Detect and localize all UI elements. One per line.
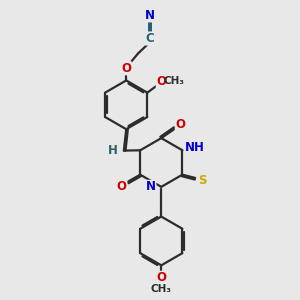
Text: O: O [156, 271, 166, 284]
Text: O: O [175, 118, 185, 130]
Text: N: N [146, 180, 156, 194]
Text: N: N [145, 9, 155, 22]
Text: S: S [198, 174, 207, 188]
Text: H: H [108, 144, 118, 157]
Text: O: O [117, 180, 127, 193]
Text: C: C [146, 32, 154, 45]
Text: O: O [121, 62, 131, 75]
Text: NH: NH [185, 141, 205, 154]
Text: CH₃: CH₃ [151, 284, 172, 294]
Text: CH₃: CH₃ [164, 76, 184, 86]
Text: O: O [156, 74, 166, 88]
